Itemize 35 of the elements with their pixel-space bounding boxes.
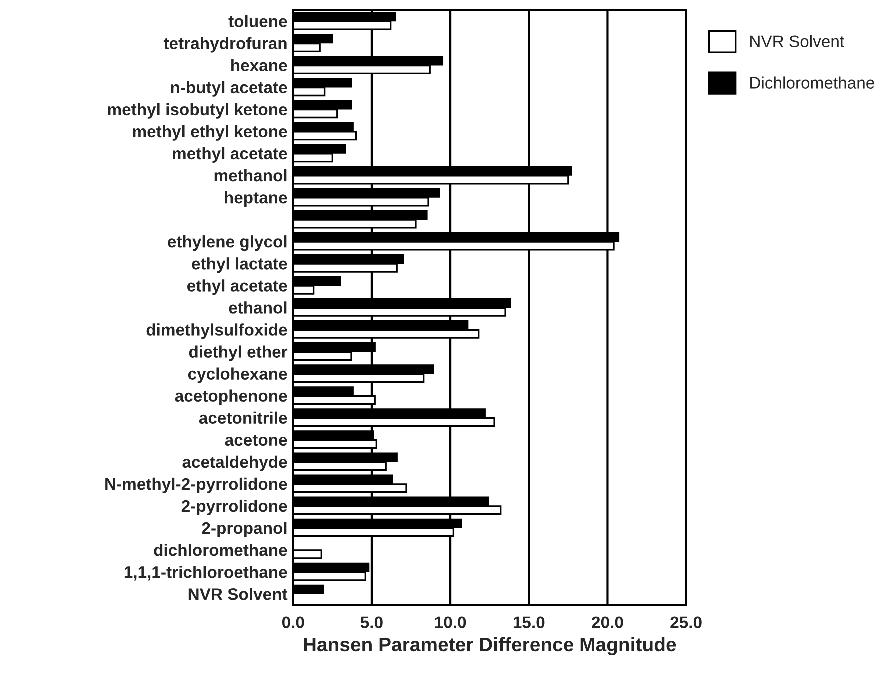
y-tick-label: 2-propanol (202, 522, 287, 538)
y-tick-label: methyl ethyl ketone (133, 125, 288, 141)
x-tick-label: 0.0 (282, 616, 304, 628)
y-tick-label: methyl isobutyl ketone (108, 103, 288, 119)
y-tick-label: N-methyl-2-pyrrolidone (106, 478, 288, 494)
y-tick-label: ethyl acetate (188, 280, 288, 296)
legend-label: Dichloromethane (750, 76, 874, 89)
y-tick-label: acetaldehyde (182, 456, 288, 472)
y-tick-label: methyl acetate (173, 147, 288, 163)
x-tick-label: 20.0 (592, 616, 624, 628)
y-tick-label: NVR Solvent (188, 588, 288, 600)
y-tick-label: dichloromethane (154, 544, 288, 556)
y-tick-label: ethyl lactate (192, 258, 288, 274)
x-tick-label: 25.0 (670, 616, 702, 628)
y-tick-label: cyclohexane (188, 368, 288, 384)
y-tick-label: toluene (228, 15, 288, 28)
y-tick-label: heptane (225, 191, 288, 208)
x-tick-label: 10.0 (435, 616, 466, 628)
y-tick-label: ethylene glycol (168, 236, 287, 252)
y-tick-label: acetonitrile (199, 412, 288, 424)
legend-label: NVR Solvent (750, 35, 844, 48)
y-tick-label: methanol (214, 169, 287, 182)
x-tick-label: 5.0 (360, 616, 383, 628)
y-tick-label: ethanol (229, 302, 287, 314)
y-tick-label: n-butyl acetate (171, 81, 288, 97)
y-tick-label: acetone (225, 435, 288, 446)
y-tick-label: 2-pyrrolidone (182, 500, 288, 516)
x-tick-label: 15.0 (514, 616, 545, 628)
x-axis-title: Hansen Parameter Difference Magnitude (304, 637, 676, 656)
y-tick-label: hexane (232, 59, 288, 72)
y-tick-label: dimethylsulfoxide (146, 324, 288, 340)
y-tick-label: tetrahydrofuran (164, 37, 287, 53)
y-tick-label: 1,1,1-trichloroethane (124, 566, 288, 581)
y-tick-label: acetophenone (175, 390, 288, 406)
y-tick-label: diethyl ether (189, 346, 288, 362)
